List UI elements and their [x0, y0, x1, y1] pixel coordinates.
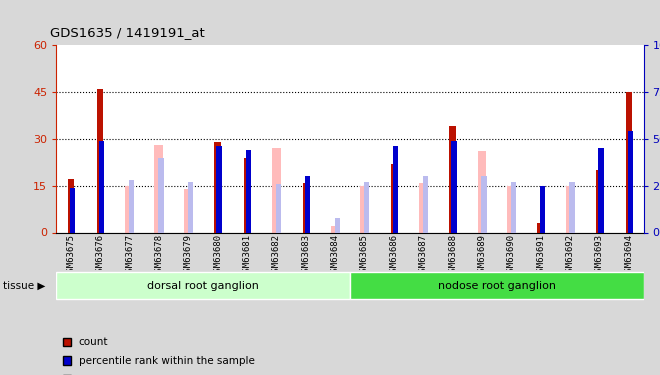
Bar	[331, 226, 339, 232]
Bar	[419, 183, 428, 232]
Bar	[596, 170, 603, 232]
Text: nodose root ganglion: nodose root ganglion	[438, 281, 556, 291]
Bar	[539, 186, 544, 232]
Bar	[56, 272, 350, 300]
Bar	[451, 141, 457, 232]
Text: tissue ▶: tissue ▶	[3, 281, 46, 291]
Bar	[214, 142, 221, 232]
Bar	[598, 148, 603, 232]
Bar	[628, 131, 633, 232]
Text: percentile rank within the sample: percentile rank within the sample	[79, 356, 254, 366]
Bar	[335, 217, 340, 232]
Bar	[302, 183, 309, 232]
Bar	[481, 176, 486, 232]
Bar	[350, 272, 644, 300]
Bar	[422, 176, 428, 232]
Bar	[360, 186, 369, 232]
Bar	[272, 148, 280, 232]
Bar	[570, 182, 575, 232]
Bar	[244, 158, 250, 232]
Bar	[391, 164, 397, 232]
Bar	[97, 89, 104, 232]
Bar	[99, 141, 104, 232]
Bar	[56, 232, 644, 375]
Bar	[276, 184, 281, 232]
Bar	[158, 158, 164, 232]
Bar	[187, 182, 193, 232]
Bar	[125, 186, 134, 232]
Bar	[393, 146, 398, 232]
Bar	[507, 186, 515, 232]
Bar	[184, 189, 193, 232]
Bar	[566, 186, 574, 232]
Bar	[216, 146, 222, 232]
Bar	[246, 150, 251, 232]
Bar	[478, 151, 486, 232]
Bar	[129, 180, 134, 232]
Bar	[304, 176, 310, 232]
Bar	[154, 145, 163, 232]
Bar	[537, 223, 544, 232]
Bar	[67, 179, 74, 232]
Bar	[449, 126, 456, 232]
Text: dorsal root ganglion: dorsal root ganglion	[147, 281, 259, 291]
Bar	[511, 182, 516, 232]
Bar	[364, 182, 369, 232]
Text: GDS1635 / 1419191_at: GDS1635 / 1419191_at	[50, 26, 204, 39]
Text: count: count	[79, 337, 108, 347]
Bar	[69, 188, 75, 232]
Bar	[626, 92, 632, 232]
